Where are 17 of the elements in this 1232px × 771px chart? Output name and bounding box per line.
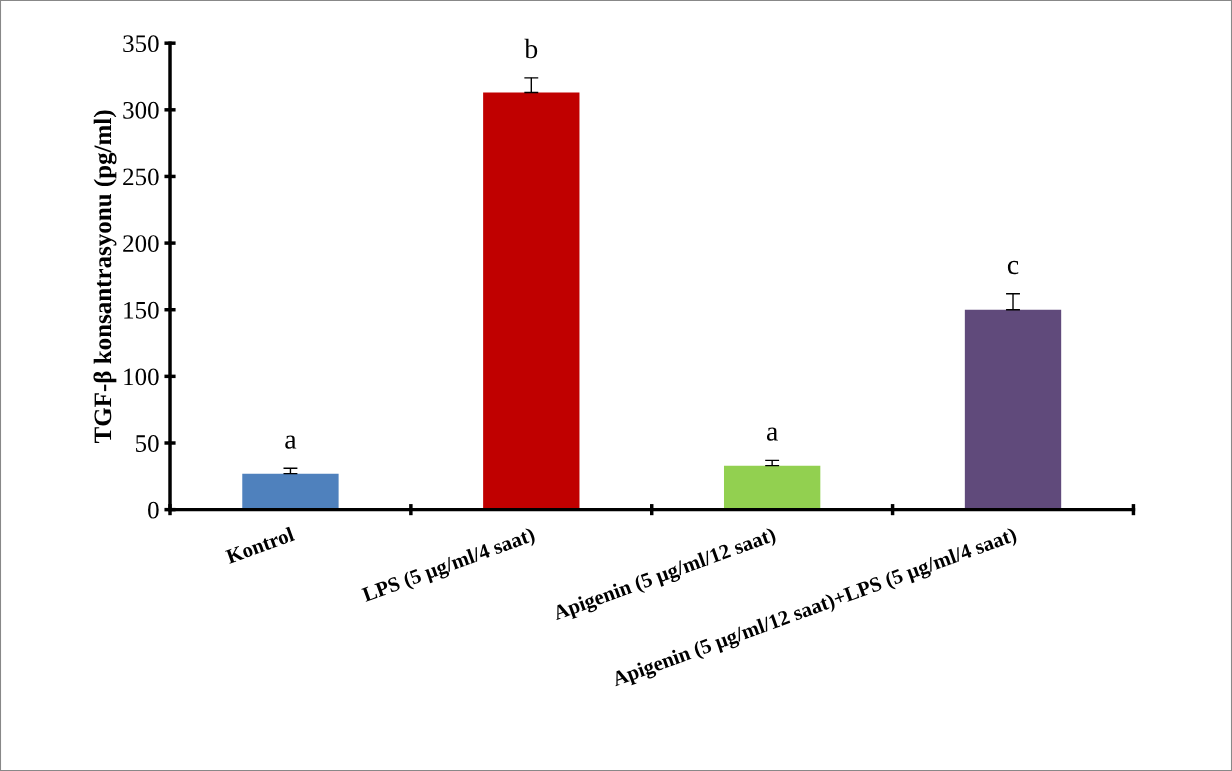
bar xyxy=(242,473,339,510)
y-axis-title: TGF-β konsantrasyonu (pg/ml) xyxy=(93,110,117,444)
bar xyxy=(723,465,821,510)
bar xyxy=(483,92,580,510)
y-tick-label: 150 xyxy=(124,301,159,319)
y-tick-label: 100 xyxy=(124,368,159,386)
y-tick-label: 250 xyxy=(123,168,159,186)
annotation: c xyxy=(1007,260,1019,275)
y-tick-label: 350 xyxy=(123,35,159,53)
y-tick-label: 0 xyxy=(148,501,159,519)
y-tick-label: 50 xyxy=(136,435,159,452)
y-tick-label: 300 xyxy=(123,101,159,119)
annotation: b xyxy=(524,38,538,59)
y-tick-label: 200 xyxy=(123,235,159,253)
annotation: a xyxy=(766,427,778,441)
bar xyxy=(964,309,1062,510)
annotation: a xyxy=(285,435,297,449)
